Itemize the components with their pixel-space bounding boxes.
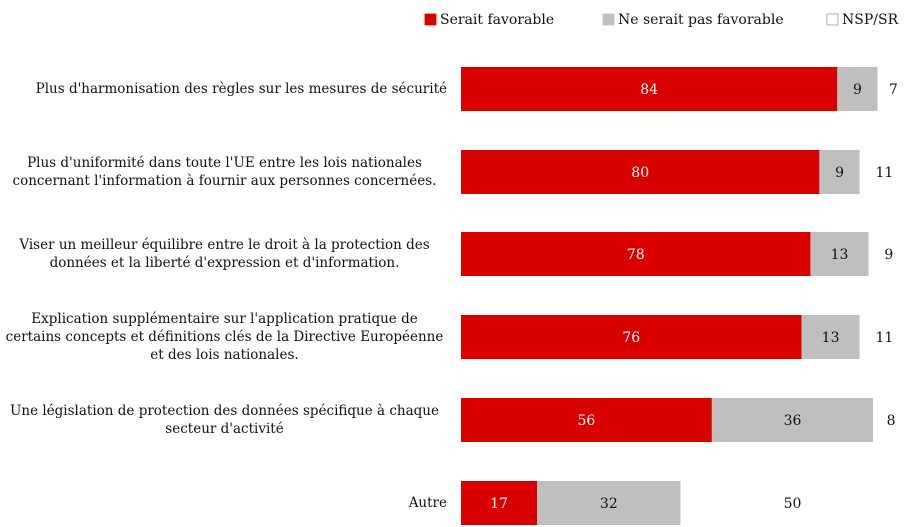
data-label: 32 — [600, 496, 618, 512]
legend-label: Ne serait pas favorable — [618, 12, 784, 28]
category-text: Une législation de protection des donnée… — [10, 403, 439, 437]
category-text: Plus d'harmonisation des règles sur les … — [35, 81, 447, 97]
data-label: 9 — [884, 247, 893, 263]
data-label: 11 — [875, 165, 893, 181]
bar-segment — [461, 398, 712, 442]
category-label: Plus d'uniformité dans toute l'UE entre … — [2, 154, 447, 190]
bar-segment — [461, 232, 811, 276]
data-label: 80 — [631, 165, 649, 181]
bar-segment — [859, 315, 909, 359]
bar-segment — [810, 232, 869, 276]
bar-segment — [680, 481, 905, 525]
data-label: 36 — [784, 413, 802, 429]
legend-swatch — [424, 13, 437, 26]
category-text: Explication supplémentaire sur l'applica… — [5, 311, 444, 363]
data-label: 17 — [490, 496, 508, 512]
bar-segment — [801, 315, 860, 359]
bar-segment — [461, 150, 820, 194]
bar-segment — [711, 398, 874, 442]
bar-segment — [837, 67, 878, 111]
category-label: Explication supplémentaire sur l'applica… — [2, 310, 447, 364]
bar-segment — [461, 481, 538, 525]
legend-swatch — [602, 13, 615, 26]
data-label: 11 — [875, 330, 893, 346]
data-label: 9 — [853, 82, 862, 98]
category-text: Viser un meilleur équilibre entre le dro… — [19, 237, 430, 271]
data-label: 84 — [640, 82, 658, 98]
data-label: 9 — [835, 165, 844, 181]
data-label: 8 — [887, 413, 896, 429]
bar-segment — [461, 67, 838, 111]
bar-segment — [461, 315, 802, 359]
data-label: 56 — [578, 413, 596, 429]
category-label: Autre — [2, 494, 447, 512]
bar-segment — [873, 398, 909, 442]
legend-swatch — [826, 13, 839, 26]
legend-label: Serait favorable — [440, 12, 554, 28]
bar-segment — [868, 232, 909, 276]
bar-segment — [819, 150, 860, 194]
data-label: 13 — [831, 247, 849, 263]
category-label: Une législation de protection des donnée… — [2, 402, 447, 438]
data-label: 13 — [822, 330, 840, 346]
category-text: Plus d'uniformité dans toute l'UE entre … — [12, 155, 437, 189]
data-label: 78 — [627, 247, 645, 263]
bar-segment — [537, 481, 681, 525]
data-label: 76 — [622, 330, 640, 346]
category-text: Autre — [408, 495, 447, 511]
data-label: 50 — [784, 496, 802, 512]
bar-segment — [877, 67, 909, 111]
category-label: Viser un meilleur équilibre entre le dro… — [2, 236, 447, 272]
category-label: Plus d'harmonisation des règles sur les … — [2, 80, 447, 98]
data-label: 7 — [889, 82, 898, 98]
legend-label: NSP/SR — [842, 12, 899, 28]
bar-segment — [859, 150, 909, 194]
